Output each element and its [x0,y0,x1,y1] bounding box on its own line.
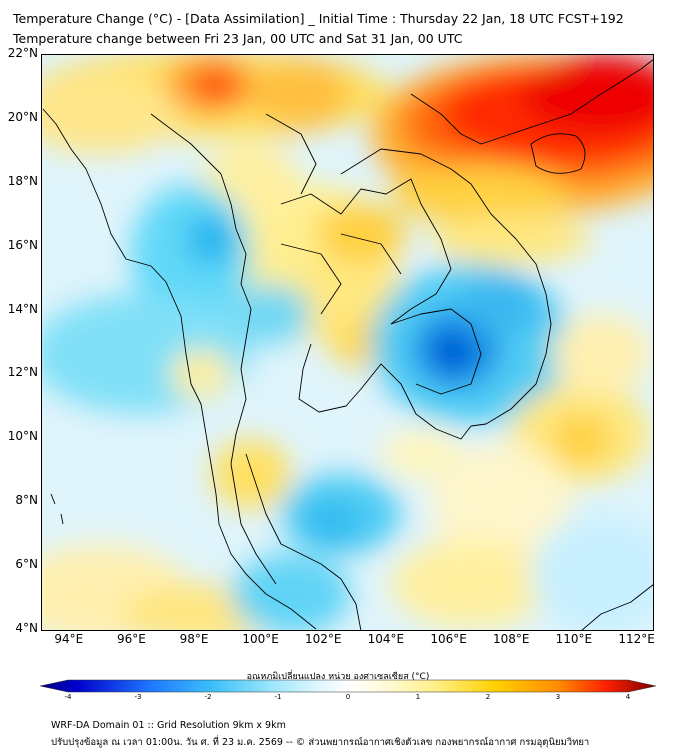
longitude-label: 104°E [367,632,405,646]
chart-subtitle: Temperature change between Fri 23 Jan, 0… [13,31,463,46]
colorbar-tick-label: 0 [345,693,351,701]
colorbar-tick-label: -2 [204,693,212,701]
longitude-label: 108°E [493,632,530,646]
footer-line2: ปรับปรุงข้อมูล ณ เวลา 01:00น. วัน ศ. ที่… [51,737,590,748]
latitude-label: 10°N [7,429,38,444]
longitude-label: 112°E [618,632,655,646]
footer-line1: WRF-DA Domain 01 :: Grid Resolution 9km … [51,720,286,731]
longitude-label: 94°E [54,632,84,646]
latitude-label: 22°N [7,46,38,60]
longitude-label: 100°E [242,632,279,646]
latitude-label: 14°N [7,301,38,316]
map-frame [41,54,654,631]
longitude-label: 110°E [555,632,593,646]
colorbar-tick-label: 3 [555,693,561,701]
latitude-label: 8°N [15,493,38,508]
colorbar-tick-label: 4 [625,693,631,701]
longitude-label: 102°E [305,632,342,646]
colorbar-tick-label: -3 [134,693,142,701]
longitude-label: 96°E [117,632,146,646]
latitude-label: 20°N [7,109,38,124]
temperature-field [41,54,654,631]
latitude-label: 4°N [15,621,38,635]
temperature-change-map [41,54,654,631]
colorbar-tick-label: 1 [415,693,421,701]
latitude-label: 6°N [15,557,38,572]
latitude-label: 12°N [7,365,38,380]
longitude-label: 98°E [179,632,209,646]
colorbar-tick-label: -4 [64,693,72,701]
colorbar-tick-label: -1 [274,693,282,701]
colorbar-title: อุณหภูมิเปลี่ยนแปลง หน่วย องศาเซลเซียส (… [246,672,430,682]
country-borders [42,58,654,631]
latitude-label: 18°N [7,173,38,188]
longitude-label: 106°E [430,632,467,646]
chart-title: Temperature Change (°C) - [Data Assimila… [13,11,624,26]
colorbar-tick-label: 2 [485,693,491,701]
colorbar [40,679,656,693]
latitude-label: 16°N [7,237,38,252]
